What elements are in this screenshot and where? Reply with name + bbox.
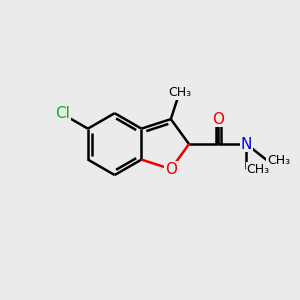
Text: O: O [212,112,224,127]
Text: O: O [165,162,177,177]
Text: CH₃: CH₃ [168,86,191,99]
Text: CH₃: CH₃ [267,154,290,167]
Text: Cl: Cl [55,106,70,122]
Text: CH₃: CH₃ [246,163,270,176]
Text: N: N [241,136,252,152]
